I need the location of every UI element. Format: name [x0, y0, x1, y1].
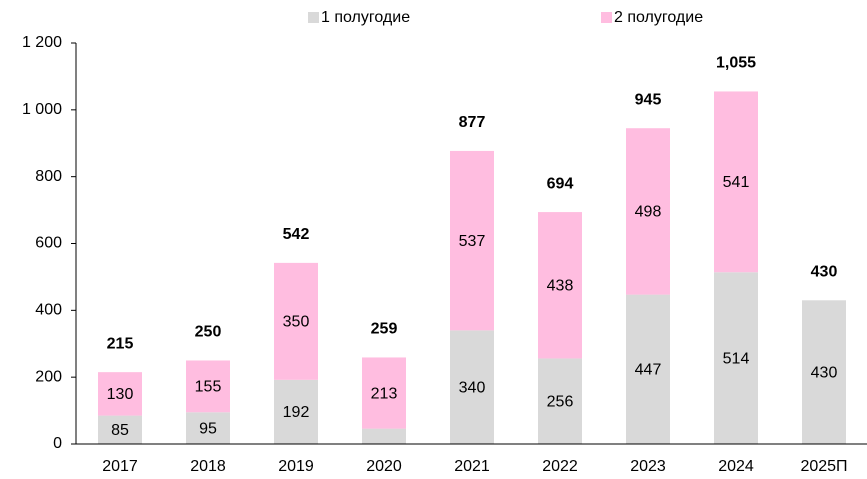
bar-segment [274, 379, 318, 444]
y-tick-label: 800 [35, 168, 62, 185]
bar-segment [186, 360, 230, 413]
segment-label: 85 [111, 422, 129, 439]
segment-label: 438 [547, 277, 574, 294]
bar-segment [714, 91, 758, 273]
bar-segment [362, 428, 406, 444]
bar-segment [538, 358, 582, 444]
segment-label: 213 [371, 385, 398, 402]
bar-segment [538, 212, 582, 359]
bar-segment [450, 150, 494, 331]
x-tick-label: 2018 [190, 458, 226, 475]
segment-label: 514 [723, 350, 750, 367]
y-tick-label: 600 [35, 235, 62, 252]
bar-segment [714, 272, 758, 444]
segment-label: 498 [635, 204, 662, 221]
total-label: 945 [635, 91, 662, 108]
x-tick-label: 2022 [542, 458, 578, 475]
total-label: 430 [811, 264, 838, 281]
bar-segment [98, 415, 142, 444]
segment-label: 95 [199, 420, 217, 437]
total-label: 542 [283, 226, 310, 243]
bar-segment [186, 412, 230, 444]
total-label: 215 [107, 335, 134, 352]
y-tick-label: 0 [53, 435, 62, 452]
total-label: 259 [371, 321, 398, 338]
segment-label: 130 [107, 386, 134, 403]
legend-swatch [601, 12, 612, 23]
legend-label: 2 полугодие [614, 9, 703, 26]
y-tick-label: 200 [35, 368, 62, 385]
total-label: 694 [547, 175, 574, 192]
bar-segment [626, 128, 670, 295]
legend-swatch [308, 12, 319, 23]
total-label: 877 [459, 114, 486, 131]
bar-segment [626, 294, 670, 444]
x-tick-label: 2017 [102, 458, 138, 475]
bar-segment [362, 357, 406, 429]
bar-segment [98, 372, 142, 416]
segment-label: 430 [811, 364, 838, 381]
y-tick-label: 1 000 [22, 101, 62, 118]
segment-label: 340 [459, 379, 486, 396]
bar-segment [802, 300, 846, 444]
segment-label: 192 [283, 404, 310, 421]
segment-label: 537 [459, 233, 486, 250]
bar-segment [450, 330, 494, 444]
x-tick-label: 2023 [630, 458, 666, 475]
segment-label: 447 [635, 362, 662, 379]
total-label: 1,055 [716, 55, 756, 72]
segment-label: 350 [283, 314, 310, 331]
x-tick-label: 2019 [278, 458, 314, 475]
segment-label: 541 [723, 174, 750, 191]
total-label: 250 [195, 324, 222, 341]
bar-segment [274, 262, 318, 380]
segment-label: 155 [195, 379, 222, 396]
x-tick-label: 2021 [454, 458, 490, 475]
x-tick-label: 2025П [800, 458, 847, 475]
legend-label: 1 полугодие [321, 9, 410, 26]
y-tick-label: 400 [35, 302, 62, 319]
segment-label: 256 [547, 393, 574, 410]
x-tick-label: 2024 [718, 458, 754, 475]
y-tick-label: 1 200 [22, 34, 62, 51]
x-tick-label: 2020 [366, 458, 402, 475]
